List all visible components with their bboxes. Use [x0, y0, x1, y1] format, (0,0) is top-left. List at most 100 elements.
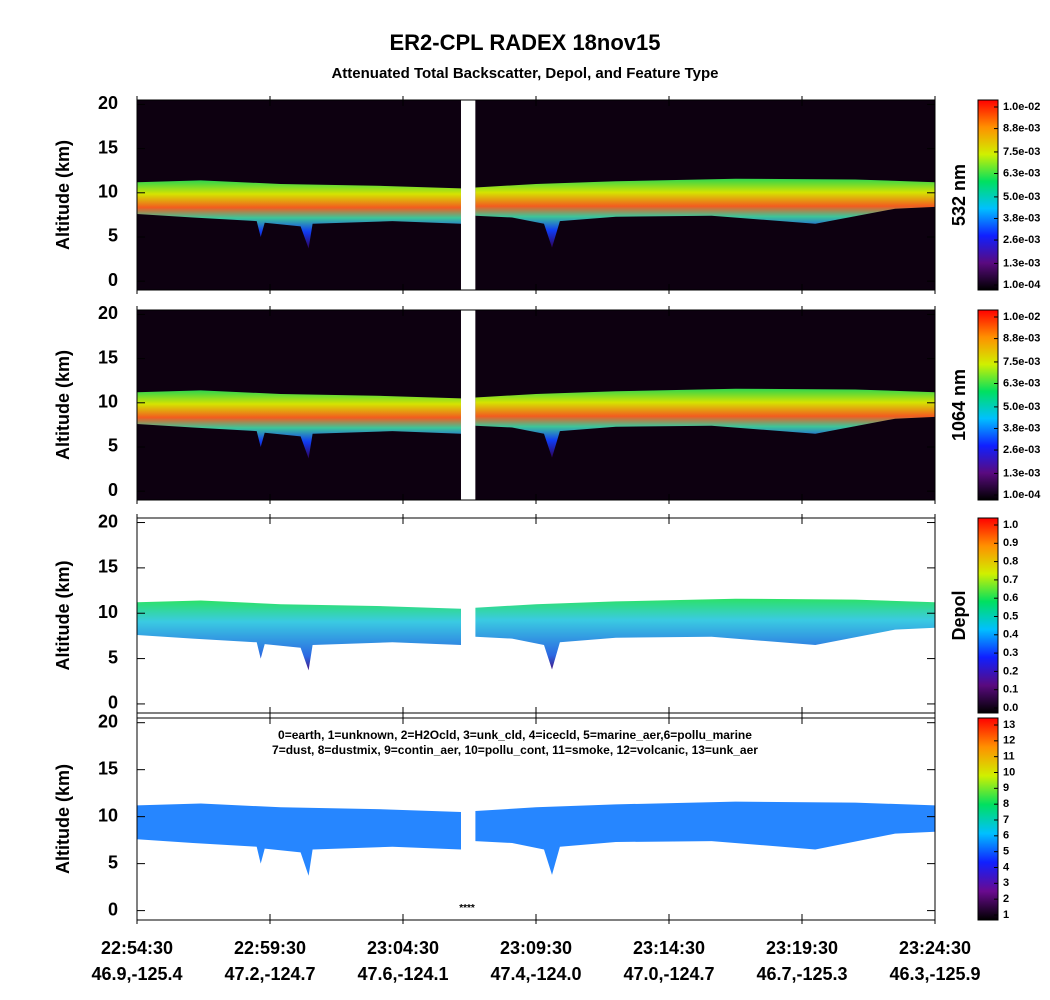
colorbar-tick-label: 6.3e-03 — [1003, 377, 1040, 389]
colorbar-tick-label: 1.0e-02 — [1003, 311, 1040, 323]
colorbar-tick-label: 0.6 — [1003, 592, 1018, 604]
title: ER2-CPL RADEX 18nov15 — [389, 30, 660, 55]
colorbar-tick-label: 0.3 — [1003, 647, 1018, 659]
x-tick-label: 47.2,-124.7 — [224, 964, 315, 984]
colorbar-tick-label: 11 — [1003, 751, 1015, 763]
data-gap — [460, 100, 476, 290]
colorbar — [977, 517, 999, 714]
x-tick-label: 23:04:30 — [367, 938, 439, 958]
y-tick-label: 0 — [108, 693, 118, 713]
x-tick-label: 23:24:30 — [899, 938, 971, 958]
y-tick-label: 15 — [98, 758, 118, 778]
colorbar-tick-label: 0.2 — [1003, 665, 1018, 677]
y-tick-label: 0 — [108, 899, 118, 919]
y-tick-label: 20 — [98, 711, 118, 731]
y-axis-label: Altitude (km) — [53, 140, 73, 250]
cloud-region — [475, 388, 935, 458]
data-gap — [460, 310, 476, 500]
colorbar-tick-label: 0.1 — [1003, 684, 1018, 696]
colorbar-tick-label: 8 — [1003, 798, 1009, 810]
colorbar-label: 1064 nm — [949, 369, 969, 441]
cloud-layer — [137, 803, 461, 876]
colorbar-tick-label: 1.0e-04 — [1003, 279, 1041, 291]
colorbar-tick-label: 2.6e-03 — [1003, 444, 1040, 456]
y-axis-label: Altitude (km) — [53, 350, 73, 460]
x-tick-label: 23:09:30 — [500, 938, 572, 958]
y-tick-label: 15 — [98, 137, 118, 157]
colorbar-tick-label: 8.8e-03 — [1003, 122, 1040, 134]
colorbar-tick-label: 5.0e-03 — [1003, 191, 1040, 203]
colorbar-tick-label: 9 — [1003, 782, 1009, 794]
x-tick-label: 47.0,-124.7 — [623, 964, 714, 984]
colorbar-tick-label: 1.0 — [1003, 519, 1018, 531]
colorbar-tick-label: 3 — [1003, 877, 1009, 889]
colorbar-tick-label: 7 — [1003, 814, 1009, 826]
cloud-layer — [137, 180, 461, 249]
colorbar-tick-label: 10 — [1003, 766, 1015, 778]
colorbar-tick-label: 1.3e-03 — [1003, 257, 1040, 269]
subtitle: Attenuated Total Backscatter, Depol, and… — [331, 65, 718, 82]
colorbar-tick-label: 3.8e-03 — [1003, 212, 1040, 224]
y-tick-label: 0 — [108, 480, 118, 500]
colorbar-tick-label: 1.3e-03 — [1003, 467, 1040, 479]
colorbar-tick-label: 0.4 — [1003, 629, 1019, 641]
y-tick-label: 15 — [98, 347, 118, 367]
colorbar-tick-label: 5 — [1003, 846, 1009, 858]
y-tick-label: 10 — [98, 392, 118, 412]
x-tick-label: 46.3,-125.9 — [889, 964, 980, 984]
cloud-layer — [475, 801, 935, 875]
colorbar-tick-label: 0.5 — [1003, 610, 1018, 622]
colorbar — [977, 717, 999, 921]
y-tick-label: 5 — [108, 226, 118, 246]
y-tick-label: 10 — [98, 805, 118, 825]
colorbar-tick-label: 13 — [1003, 719, 1015, 731]
cloud-region — [137, 390, 461, 459]
legend-text: 7=dust, 8=dustmix, 9=contin_aer, 10=poll… — [272, 743, 758, 757]
x-tick-label: 47.6,-124.1 — [357, 964, 448, 984]
cloud-region — [137, 600, 461, 671]
colorbar-tick-label: 3.8e-03 — [1003, 422, 1040, 434]
colorbar-tick-label: 1 — [1003, 909, 1009, 921]
colorbar-tick-label: 12 — [1003, 735, 1015, 747]
cloud-layer — [475, 178, 935, 248]
colorbar-tick-label: 1.0e-02 — [1003, 101, 1040, 113]
cloud-region — [137, 180, 461, 249]
colorbar-tick-label: 2 — [1003, 893, 1009, 905]
y-tick-label: 20 — [98, 93, 118, 113]
legend-text: 0=earth, 1=unknown, 2=H2Ocld, 3=unk_cld,… — [278, 728, 752, 742]
cloud-layer — [475, 598, 935, 670]
ground-marker: **** — [459, 903, 475, 914]
colorbar-tick-label: 8.8e-03 — [1003, 332, 1040, 344]
colorbar-tick-label: 7.5e-03 — [1003, 356, 1040, 368]
y-tick-label: 20 — [98, 303, 118, 323]
colorbar-tick-label: 1.0e-04 — [1003, 489, 1041, 501]
cloud-region — [137, 803, 461, 876]
colorbar-tick-label: 0.9 — [1003, 537, 1018, 549]
cloud-layer — [137, 600, 461, 671]
x-tick-label: 23:14:30 — [633, 938, 705, 958]
colorbar — [977, 309, 999, 501]
cloud-region — [475, 598, 935, 670]
x-tick-label: 23:19:30 — [766, 938, 838, 958]
colorbar-tick-label: 0.0 — [1003, 702, 1018, 714]
colorbar-tick-label: 0.8 — [1003, 556, 1018, 568]
y-axis-label: Altitude (km) — [53, 764, 73, 874]
colorbar-label: 532 nm — [949, 164, 969, 226]
cloud-region — [475, 178, 935, 248]
x-tick-label: 22:54:30 — [101, 938, 173, 958]
cloud-layer — [475, 388, 935, 458]
colorbar — [977, 99, 999, 291]
y-tick-label: 5 — [108, 436, 118, 456]
cloud-layer — [137, 390, 461, 459]
colorbar-tick-label: 2.6e-03 — [1003, 234, 1040, 246]
y-tick-label: 10 — [98, 182, 118, 202]
colorbar-tick-label: 6 — [1003, 830, 1009, 842]
colorbar-tick-label: 6.3e-03 — [1003, 167, 1040, 179]
y-tick-label: 0 — [108, 270, 118, 290]
cloud-region — [475, 801, 935, 875]
colorbar-tick-label: 0.7 — [1003, 574, 1018, 586]
y-tick-label: 15 — [98, 557, 118, 577]
x-tick-label: 46.7,-125.3 — [756, 964, 847, 984]
y-tick-label: 5 — [108, 852, 118, 872]
